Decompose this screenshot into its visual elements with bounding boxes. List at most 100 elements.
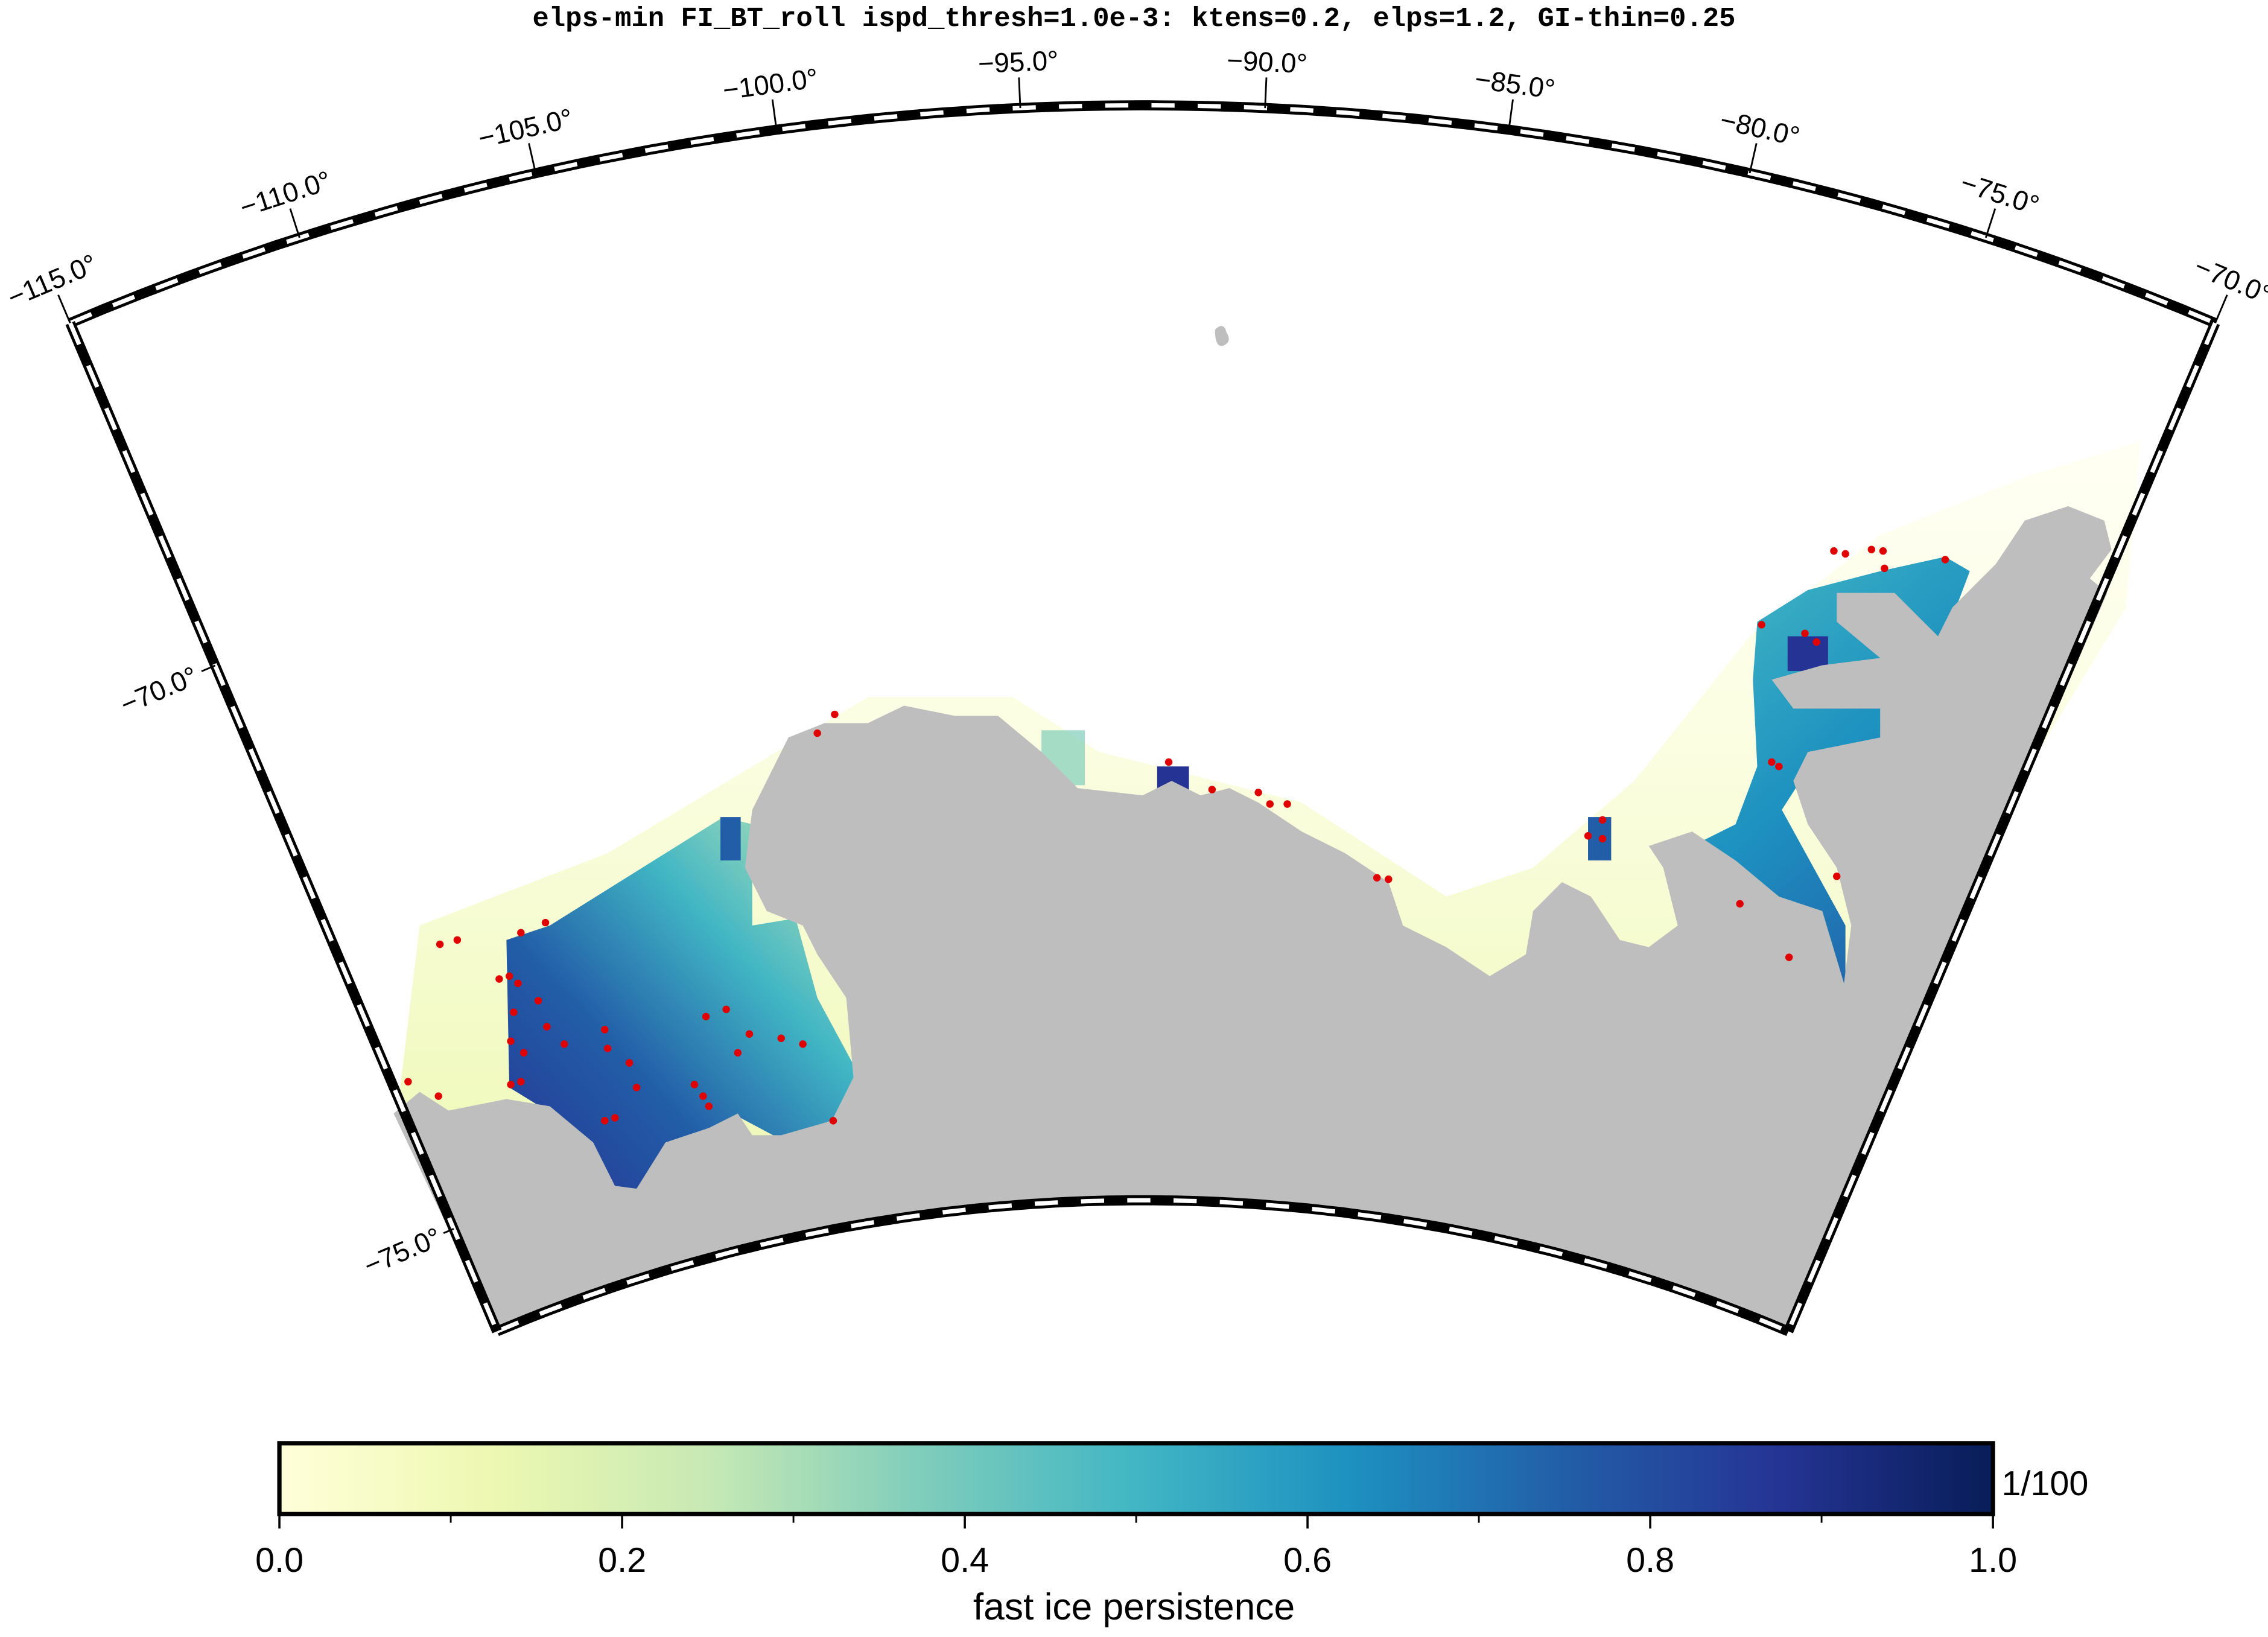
colorbar-tick-label: 0.4	[941, 1541, 989, 1580]
lon-tick	[771, 99, 778, 130]
iceberg-marker	[1785, 953, 1793, 961]
iceberg-marker	[690, 1081, 699, 1089]
colorbar	[277, 1441, 1995, 1516]
iceberg-marker	[453, 936, 462, 944]
frame-border	[68, 100, 2217, 328]
iceberg-marker	[734, 1049, 742, 1057]
iceberg-marker	[1941, 556, 1949, 564]
iceberg-marker	[1584, 832, 1592, 840]
colorbar-label: fast ice persistence	[973, 1586, 1295, 1628]
iceberg-marker	[1266, 800, 1274, 808]
iceberg-marker	[517, 929, 525, 937]
lon-label: −110.0°	[236, 165, 334, 223]
iceberg-marker	[534, 997, 542, 1005]
iceberg-marker	[1830, 547, 1838, 555]
iceberg-marker	[543, 1023, 551, 1031]
lon-label: −115.0°	[3, 248, 101, 313]
iceberg-marker	[1164, 758, 1173, 766]
iceberg-marker	[1775, 762, 1783, 771]
colorbar-tick-label: 0.8	[1626, 1541, 1674, 1580]
iceberg-marker	[505, 972, 513, 980]
iceberg-marker	[1879, 547, 1887, 555]
iceberg-marker	[1867, 545, 1876, 553]
lat-label: −70.0°	[116, 660, 202, 720]
iceberg-marker	[1283, 800, 1291, 808]
frame-border	[1784, 321, 2220, 1333]
iceberg-marker	[1768, 758, 1776, 766]
iceberg-marker	[745, 1030, 754, 1038]
lat-tick	[201, 664, 216, 672]
iceberg-marker	[507, 1081, 515, 1089]
iceberg-marker	[699, 1092, 707, 1100]
lon-tick	[289, 208, 300, 238]
lon-label: −95.0°	[977, 45, 1059, 79]
iceberg-marker	[404, 1078, 412, 1086]
iceberg-marker	[514, 979, 522, 987]
lon-label: −105.0°	[475, 103, 576, 154]
fast-ice-region	[506, 817, 857, 1194]
lon-label: −70.0°	[2190, 251, 2268, 311]
iceberg-marker	[611, 1114, 619, 1122]
colorbar-unit: 1/100	[2001, 1464, 2088, 1503]
colorbar-tick-label: 1.0	[1969, 1541, 2017, 1580]
lon-tick	[1984, 208, 1996, 238]
iceberg-marker	[1801, 629, 1809, 637]
map-layers: −115.0° −110.0° −105.0° −100.0° −95.0° −90.0°…	[3, 45, 2268, 1580]
iceberg-marker	[1385, 875, 1393, 883]
iceberg-marker	[1812, 638, 1820, 646]
iceberg-marker	[625, 1059, 634, 1067]
frame-border	[65, 321, 502, 1333]
fast-ice-patch	[1787, 636, 1828, 672]
iceberg-marker	[829, 1117, 837, 1125]
iceberg-marker	[560, 1040, 568, 1048]
iceberg-marker	[1598, 816, 1607, 824]
iceberg-marker	[799, 1040, 807, 1048]
iceberg-marker	[601, 1117, 609, 1125]
iceberg-marker	[436, 940, 444, 949]
iceberg-marker	[434, 1092, 442, 1100]
iceberg-marker	[495, 975, 503, 983]
map-title: elps-min FI_BT_roll ispd_thresh=1.0e-3: …	[533, 3, 1736, 34]
fast-ice-patch	[720, 817, 741, 861]
lon-tick	[57, 294, 71, 323]
iceberg-marker	[831, 710, 839, 719]
land	[393, 506, 2112, 1332]
iceberg-marker	[541, 918, 550, 927]
lat-tick	[443, 1228, 454, 1234]
iceberg-marker	[510, 1008, 518, 1016]
lon-label: −90.0°	[1226, 45, 1308, 79]
iceberg-marker	[1881, 564, 1888, 573]
colorbar-tick-label: 0.0	[255, 1541, 303, 1580]
iceberg-marker	[1841, 550, 1849, 558]
lon-tick	[1508, 99, 1514, 130]
frame-checker	[496, 1198, 1790, 1333]
lon-tick	[1018, 77, 1021, 109]
iceberg-marker	[1736, 900, 1744, 908]
iceberg-marker	[1208, 786, 1216, 793]
lon-tick	[528, 143, 537, 174]
lon-label: −80.0°	[1717, 104, 1802, 152]
iceberg-marker	[777, 1034, 785, 1043]
iceberg-marker	[603, 1044, 612, 1052]
iceberg-marker	[1598, 834, 1607, 843]
iceberg-marker	[507, 1037, 515, 1045]
iceberg-marker	[813, 729, 821, 737]
lon-label: −100.0°	[721, 63, 820, 106]
iceberg-marker	[1254, 789, 1262, 796]
iceberg-marker	[519, 1049, 528, 1057]
lon-tick	[1749, 143, 1758, 174]
iceberg-marker	[632, 1084, 641, 1092]
iceberg-marker	[1833, 873, 1841, 880]
lat-label: −75.0°	[360, 1221, 446, 1281]
colorbar-tick-label: 0.2	[598, 1541, 646, 1580]
lon-tick	[1264, 77, 1268, 109]
iceberg-marker	[705, 1102, 713, 1110]
colorbar-tick-label: 0.6	[1283, 1541, 1332, 1580]
iceberg-marker	[517, 1078, 525, 1086]
iceberg-marker	[702, 1012, 710, 1021]
lon-label: −75.0°	[1957, 167, 2043, 221]
lon-label: −85.0°	[1473, 63, 1557, 104]
iceberg-marker	[1373, 874, 1381, 882]
iceberg-marker	[1758, 621, 1765, 629]
